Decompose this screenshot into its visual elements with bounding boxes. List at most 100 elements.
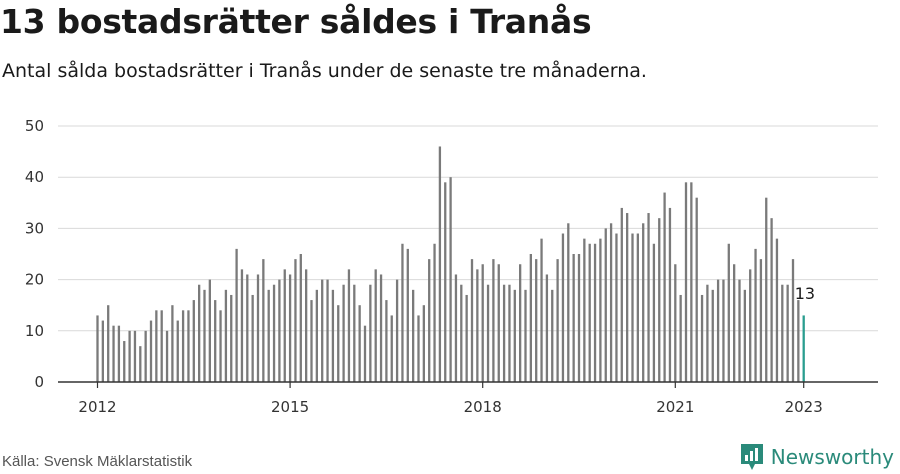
bar [733, 264, 736, 382]
bar [486, 284, 490, 382]
bar [198, 284, 201, 382]
bar [663, 192, 666, 382]
bar-chart: 0 10 20 30 40 50 2012 2015 2018 2021 2023 13 [25, 117, 878, 416]
x-tick-label: 2021 [656, 398, 694, 416]
bar [363, 325, 367, 382]
bar [321, 279, 324, 382]
bar [508, 284, 511, 382]
bar [203, 289, 206, 382]
bar [192, 300, 195, 382]
bar [658, 218, 661, 382]
bar [492, 259, 495, 382]
bar [342, 284, 345, 382]
bar [535, 259, 538, 382]
bar [754, 248, 757, 382]
bar [187, 310, 190, 382]
bar [278, 279, 281, 382]
bar [315, 289, 318, 382]
bar [107, 305, 110, 382]
bar [305, 269, 308, 382]
bar [706, 284, 709, 382]
bar [235, 248, 238, 382]
bar [417, 315, 420, 382]
bar [438, 146, 442, 382]
bar [642, 223, 645, 382]
bar [604, 228, 607, 382]
bar [609, 223, 613, 382]
bar [246, 274, 249, 382]
bar [583, 238, 586, 382]
bar [695, 197, 698, 382]
bar [214, 300, 217, 382]
bar [540, 238, 543, 382]
bar [561, 233, 565, 382]
bar [588, 243, 591, 382]
bar [674, 264, 677, 382]
bar [743, 289, 746, 382]
bar [551, 289, 554, 382]
bar [765, 197, 768, 382]
bar [310, 300, 313, 382]
bar [700, 294, 704, 382]
bar [288, 274, 292, 382]
bar [668, 207, 672, 382]
y-tick-label: 20 [25, 271, 44, 289]
bar [395, 279, 399, 382]
bar [374, 269, 377, 382]
bar [690, 182, 693, 382]
source-note: Källa: Svensk Mäklarstatistik [2, 453, 193, 470]
bar [797, 300, 800, 382]
bar [123, 341, 126, 382]
bar [294, 259, 297, 382]
bar [149, 320, 153, 382]
bar [454, 274, 458, 382]
latest-value-label: 13 [795, 284, 815, 303]
bar [593, 243, 597, 382]
bar [449, 177, 452, 382]
bar [117, 325, 121, 382]
bar [144, 330, 147, 382]
bar [545, 274, 549, 382]
bar [326, 279, 329, 382]
bar [428, 259, 431, 382]
bar [412, 289, 415, 382]
brand-logo[interactable]: Newsworthy [739, 442, 894, 472]
bar [529, 254, 532, 382]
bar [513, 289, 516, 382]
bar [160, 310, 163, 382]
y-tick-label: 0 [34, 373, 44, 391]
bar-latest [802, 315, 805, 382]
bar [208, 279, 211, 382]
bar [433, 243, 436, 382]
bar [337, 305, 340, 382]
y-tick-label: 10 [25, 322, 44, 340]
bar [96, 315, 99, 382]
bar [711, 289, 714, 382]
bar [272, 284, 276, 382]
bar [556, 259, 559, 382]
bar [519, 264, 522, 382]
newsworthy-logo-icon [740, 444, 763, 470]
bar [176, 320, 179, 382]
chart-title: 13 bostadsrätter såldes i Tranås [0, 2, 592, 41]
bar [791, 259, 795, 382]
bar [422, 305, 425, 382]
brand-name: Newsworthy [770, 445, 894, 469]
bar [615, 233, 618, 382]
bar [749, 269, 752, 382]
bar [406, 248, 409, 382]
y-tick-label: 40 [25, 168, 44, 186]
bar [347, 269, 351, 382]
bar [567, 223, 570, 382]
bar [647, 213, 650, 382]
bar [251, 294, 254, 382]
bar [444, 182, 447, 382]
bar [722, 279, 725, 382]
bar [101, 320, 104, 382]
x-tick-label: 2012 [78, 398, 116, 416]
bar [770, 218, 773, 382]
y-tick-label: 30 [25, 219, 44, 237]
bar [224, 289, 228, 382]
bar [379, 274, 383, 382]
bar [358, 305, 361, 382]
